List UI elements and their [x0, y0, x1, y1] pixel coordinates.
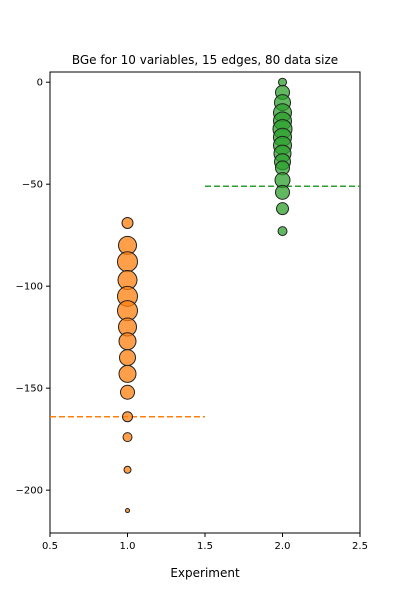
data-point [118, 252, 138, 272]
data-point [276, 185, 290, 199]
data-points [118, 78, 293, 512]
data-point [124, 466, 131, 473]
data-point [120, 350, 136, 366]
data-point [126, 509, 130, 513]
data-point [119, 333, 136, 350]
data-point [123, 412, 133, 422]
x-tick-label: 0.5 [42, 541, 58, 552]
data-point [122, 217, 133, 228]
reference-lines [50, 186, 360, 417]
data-point [278, 227, 287, 236]
data-point [123, 433, 132, 442]
x-tick-label: 2.5 [352, 541, 368, 552]
axis-ticks: 0.5 1.0 1.5 2.0 2.5 0 −50 −100 −150 −200 [16, 78, 368, 552]
plot-frame [50, 72, 360, 533]
y-tick-label: 0 [37, 78, 43, 89]
y-tick-label: −150 [16, 384, 43, 395]
x-tick-label: 1.0 [120, 541, 136, 552]
data-point [277, 203, 289, 215]
x-tick-label: 1.5 [197, 541, 213, 552]
y-tick-label: −200 [16, 486, 43, 497]
chart-title: BGe for 10 variables, 15 edges, 80 data … [72, 53, 338, 67]
x-tick-label: 2.0 [275, 541, 291, 552]
data-point [121, 385, 135, 399]
x-axis-label: Experiment [170, 566, 240, 580]
y-tick-label: −100 [16, 282, 43, 293]
y-tick-label: −50 [22, 180, 43, 191]
data-point [119, 365, 136, 382]
